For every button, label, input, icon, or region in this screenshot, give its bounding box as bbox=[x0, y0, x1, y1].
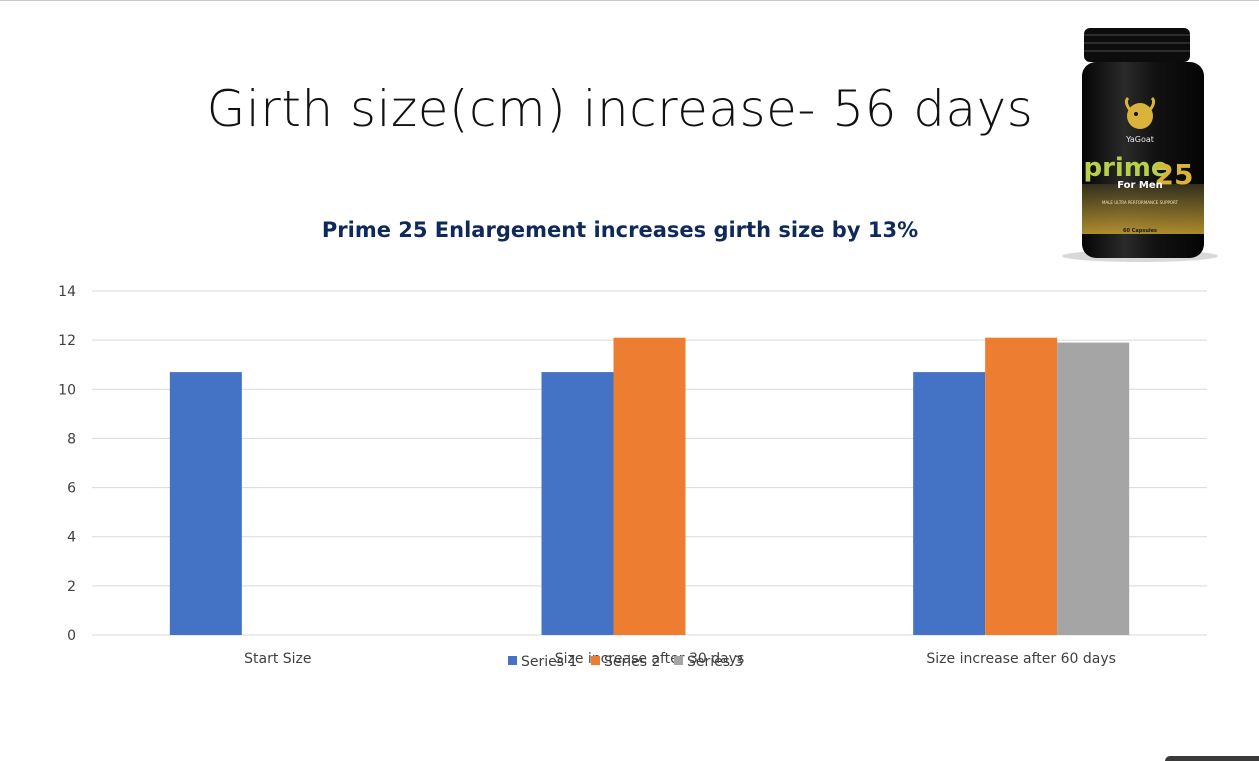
product-bottle-image: YaGoat prime 25 For Men MALE ULTRA PERFO… bbox=[1062, 28, 1218, 262]
y-tick-label: 8 bbox=[67, 431, 76, 447]
legend: Series 1 Series 2 Series 3 bbox=[508, 654, 743, 670]
y-tick-label: 14 bbox=[58, 284, 76, 300]
legend-swatch bbox=[508, 656, 517, 665]
legend-swatch bbox=[674, 656, 683, 665]
y-tick-label: 12 bbox=[58, 333, 76, 349]
product-number: 25 bbox=[1155, 158, 1194, 191]
bars bbox=[169, 337, 1130, 635]
product-tagline: MALE ULTRA PERFORMANCE SUPPORT bbox=[1102, 200, 1179, 205]
bar-chart: 0 2 4 6 8 10 12 14 Start Size Size increase afte… bbox=[58, 284, 1207, 670]
y-axis: 0 2 4 6 8 10 12 14 bbox=[58, 284, 76, 644]
top-rule bbox=[0, 0, 1259, 1]
slide-title: Girth size(cm) increase- 56 days bbox=[206, 80, 1034, 138]
bar-series-1-3 bbox=[913, 372, 986, 635]
bar-series-3-3 bbox=[1057, 342, 1130, 635]
y-tick-label: 4 bbox=[67, 530, 76, 546]
bar-series-1-2 bbox=[541, 372, 614, 635]
bar-series-2-2 bbox=[613, 337, 686, 635]
y-tick-label: 10 bbox=[58, 382, 76, 398]
product-name: prime bbox=[1083, 153, 1168, 183]
x-category-label: Size increase after 60 days bbox=[926, 651, 1116, 667]
corner-mark bbox=[1165, 756, 1259, 761]
chart-title: Prime 25 Enlargement increases girth siz… bbox=[321, 218, 919, 242]
product-brand: YaGoat bbox=[1125, 135, 1154, 144]
legend-swatch bbox=[591, 656, 600, 665]
y-tick-label: 2 bbox=[67, 579, 76, 595]
legend-entry: Series 1 bbox=[521, 654, 577, 670]
legend-entry: Series 3 bbox=[687, 654, 743, 670]
product-subtitle: For Men bbox=[1117, 180, 1163, 191]
x-category-label: Start Size bbox=[244, 651, 311, 667]
y-tick-label: 0 bbox=[67, 628, 76, 644]
bar-series-2-3 bbox=[985, 337, 1058, 635]
legend-entry: Series 2 bbox=[604, 654, 660, 670]
bottle-cap bbox=[1084, 28, 1190, 62]
product-count: 60 Capsules bbox=[1123, 228, 1157, 234]
y-tick-label: 6 bbox=[67, 481, 76, 497]
x-axis: Start Size Size increase after 30 days Siz… bbox=[244, 651, 1116, 667]
goat-logo-icon bbox=[1124, 96, 1156, 129]
x-category-label: Size increase after 30 days bbox=[555, 651, 745, 667]
bar-series-1-1 bbox=[169, 372, 242, 635]
